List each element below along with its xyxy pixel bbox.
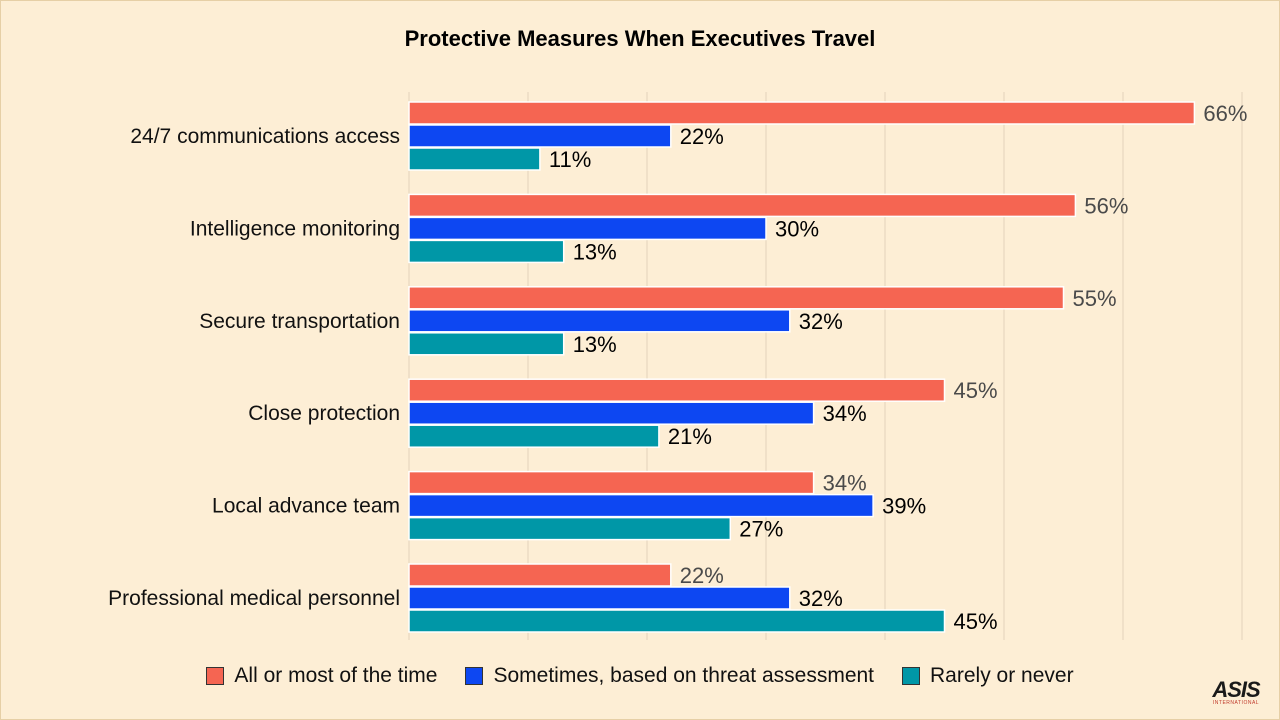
category-label-24-7-communications-access: 24/7 communications access [130,125,400,148]
legend-label-sometimes: Sometimes, based on threat assessment [493,664,875,687]
bar-intelligence-monitoring-sometimes-based-on-threat-assessment [408,216,767,241]
data-label-24-7-communications-access-rarely-or-never: 11% [549,147,591,172]
bar-close-protection-rarely-or-never [408,424,660,448]
bar-intelligence-monitoring-rarely-or-never [408,239,565,264]
data-label-local-advance-team-sometimes-based-on-threat-assessment: 39% [882,494,926,519]
data-label-intelligence-monitoring-rarely-or-never: 13% [573,239,617,264]
asis-logo: ASIS INTERNATIONAL [1212,677,1260,706]
data-label-secure-transportation-rarely-or-never: 13% [573,332,617,357]
bar-24-7-communications-access-all-or-most-of-the-time [408,101,1196,125]
bar-secure-transportation-rarely-or-never [408,332,565,356]
legend-label-rarely: Rarely or never [930,664,1074,687]
gridlines [408,92,1243,640]
bar-secure-transportation-all-or-most-of-the-time [408,286,1065,310]
bar-24-7-communications-access-rarely-or-never [408,147,541,171]
legend: All or most of the time Sometimes, based… [0,664,1280,688]
bar-close-protection-sometimes-based-on-threat-assessment [408,401,815,425]
legend-swatch-sometimes [465,667,484,685]
bar-local-advance-team-rarely-or-never [408,516,732,541]
data-label-close-protection-all-or-most-of-the-time: 45% [954,378,998,403]
data-label-local-advance-team-rarely-or-never: 27% [739,517,783,542]
category-labels: 24/7 communications access Intelligence m… [108,125,400,610]
bar-professional-medical-personnel-sometimes-based-on-threat-assessment [408,586,791,610]
data-label-secure-transportation-sometimes-based-on-threat-assessment: 32% [799,309,843,334]
bar-professional-medical-personnel-all-or-most-of-the-time [408,563,672,587]
legend-swatch-rarely [902,667,921,685]
bar-local-advance-team-all-or-most-of-the-time [408,470,815,495]
data-label-professional-medical-personnel-rarely-or-never: 45% [954,609,998,634]
data-label-professional-medical-personnel-all-or-most-of-the-time: 22% [680,563,724,588]
chart-title: Protective Measures When Executives Trav… [404,26,876,51]
bar-secure-transportation-sometimes-based-on-threat-assessment [408,309,791,333]
data-label-intelligence-monitoring-sometimes-based-on-threat-assessment: 30% [775,216,819,241]
data-label-24-7-communications-access-sometimes-based-on-threat-assessment: 22% [680,124,724,149]
bars [408,101,1196,633]
data-label-close-protection-sometimes-based-on-threat-assessment: 34% [823,401,867,426]
data-label-intelligence-monitoring-all-or-most-of-the-time: 56% [1084,193,1128,218]
legend-label-all-or-most: All or most of the time [234,664,438,687]
data-label-professional-medical-personnel-sometimes-based-on-threat-assessment: 32% [799,586,843,611]
legend-swatch-all-or-most [206,667,225,685]
category-label-intelligence-monitoring: Intelligence monitoring [190,217,400,240]
category-label-professional-medical-personnel: Professional medical personnel [108,587,400,610]
bar-local-advance-team-sometimes-based-on-threat-assessment [408,493,874,518]
data-label-local-advance-team-all-or-most-of-the-time: 34% [823,471,867,496]
legend-item-sometimes: Sometimes, based on threat assessment [465,664,874,688]
bar-24-7-communications-access-sometimes-based-on-threat-assessment [408,124,672,148]
data-label-24-7-communications-access-all-or-most-of-the-time: 66% [1203,101,1247,126]
legend-item-all-or-most: All or most of the time [206,664,437,688]
bar-professional-medical-personnel-rarely-or-never [408,609,946,633]
data-label-close-protection-rarely-or-never: 21% [668,424,712,449]
category-label-secure-transportation: Secure transportation [199,310,400,333]
category-label-close-protection: Close protection [248,402,400,425]
bar-intelligence-monitoring-all-or-most-of-the-time [408,193,1077,218]
data-labels: 66% 22% 11% 56% 30% 13% 55% 32% 13% 45% 34% 21% 34% 3… [549,101,1248,634]
data-label-secure-transportation-all-or-most-of-the-time: 55% [1073,286,1117,311]
legend-item-rarely: Rarely or never [902,664,1074,688]
bar-close-protection-all-or-most-of-the-time [408,378,946,402]
category-label-local-advance-team: Local advance team [212,495,400,518]
